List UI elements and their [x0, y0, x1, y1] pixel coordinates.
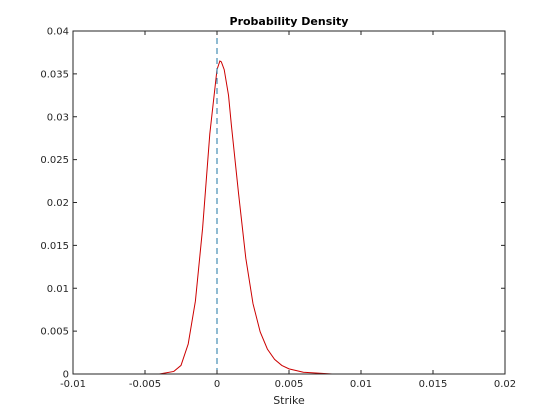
x-tick-label: 0.01 [350, 379, 372, 390]
y-tick-label: 0.025 [40, 155, 69, 166]
y-tick-label: 0 [63, 370, 69, 381]
plot-area [73, 31, 505, 374]
ticks-layer: -0.01 -0.005 0 0.005 0.01 0.015 0.02 0 0.005 0.01… [40, 27, 516, 391]
x-tick-label: 0.015 [419, 379, 448, 390]
density-curve [130, 60, 505, 375]
y-tick-label: 0.015 [40, 241, 69, 252]
x-axis-title: Strike [273, 394, 305, 407]
x-tick-label: 0 [214, 379, 220, 390]
y-tick-label: 0.035 [40, 69, 69, 80]
y-tick-label: 0.005 [40, 327, 69, 338]
x-tick-label: 0.005 [275, 379, 304, 390]
x-tick-label: -0.01 [60, 379, 86, 390]
y-tick-label: 0.02 [47, 198, 69, 209]
x-tick-label: 0.02 [494, 379, 516, 390]
y-tick-label: 0.04 [47, 27, 69, 38]
y-tick-label: 0.01 [47, 284, 69, 295]
y-tick-label: 0.03 [47, 112, 69, 123]
x-tick-label: -0.005 [129, 379, 161, 390]
series-layer [130, 31, 505, 375]
chart-title: Probability Density [230, 15, 349, 28]
